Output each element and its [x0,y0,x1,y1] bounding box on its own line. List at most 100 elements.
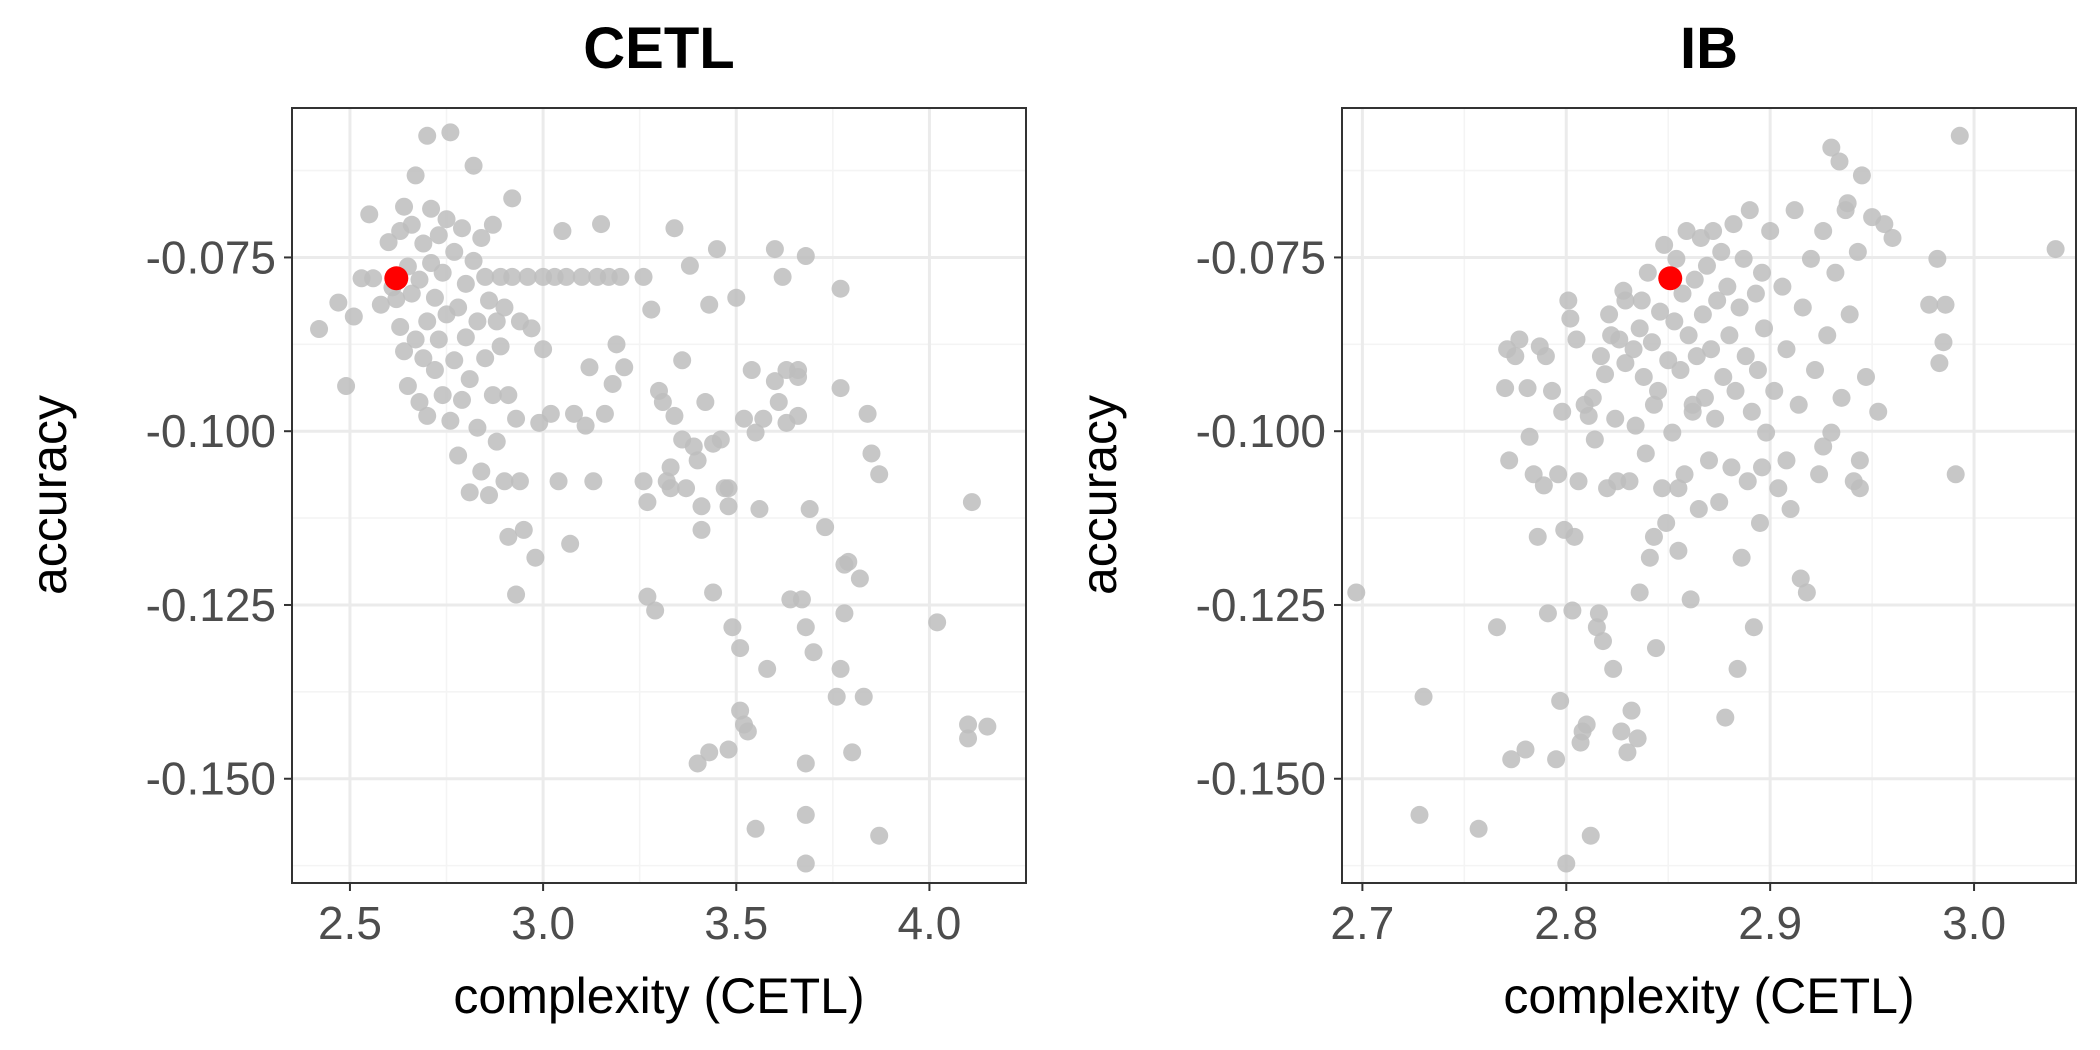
scatter-point [1946,465,1965,484]
scatter-point [476,267,495,286]
scatter-point [534,340,553,359]
scatter-point [870,465,889,484]
scatter-point [1646,639,1665,658]
scatter-point [719,497,738,516]
scatter-point [1748,361,1767,380]
scatter-point [445,242,464,261]
scatter-point [1710,493,1729,512]
scatter-point [1657,513,1676,532]
scatter-point [452,219,471,238]
scatter-point [1587,618,1606,637]
scatter-point [800,500,819,519]
scatter-point [1620,472,1639,491]
scatter-point [1685,270,1704,289]
scatter-point [1518,379,1537,398]
scatter-point [607,335,626,354]
scatter-point [460,483,479,502]
scatter-point [398,377,417,396]
scatter-point [1543,381,1562,400]
scatter-point [514,520,533,539]
scatter-point [480,291,499,310]
panel-border-cetl [291,107,1027,884]
scatter-point [1928,249,1947,268]
scatter-point [1669,479,1688,498]
scatter-point [603,374,622,393]
scatter-point [723,618,742,637]
scatter-point [1728,659,1747,678]
scatter-point [425,288,444,307]
scatter-point [1722,458,1741,477]
x-axis-title-cetl: complexity (CETL) [453,968,864,1024]
scatter-point [561,534,580,553]
y-axis-title-cetl: accuracy [21,395,77,595]
scatter-point [595,404,614,423]
scatter-point [831,379,850,398]
scatter-point [1585,430,1604,449]
scatter-point [1797,583,1816,602]
chart-ib: IB 2.7 2.8 2.9 3.0-0.075-0.100-0.125-0.150 … [1071,16,2077,1024]
scatter-point [1559,291,1578,310]
scatter-point [1708,291,1727,310]
scatter-point [452,390,471,409]
scatter-point [592,215,611,234]
scatter-point [673,430,692,449]
scatter-point [406,330,425,349]
scatter-point [796,805,815,824]
scatter-point [665,219,684,238]
scatter-point [734,409,753,428]
scatter-point [1810,465,1829,484]
scatter-point [1677,222,1696,241]
scatter-point [1624,340,1643,359]
scatter-point [1755,319,1774,338]
y-tick-label: -0.075 [146,231,276,283]
scatter-point [2046,240,2065,259]
scatter-point [1736,347,1755,366]
scatter-point [978,717,997,736]
scatter-point [719,740,738,759]
scatter-point [1673,284,1692,303]
scatter-point [688,451,707,470]
scatter-point [827,687,846,706]
scatter-point [576,416,595,435]
scatter-point [549,472,568,491]
x-tick-label: 2.8 [1534,897,1598,949]
scatter-point [1612,722,1631,741]
scatter-point [553,222,572,241]
scatter-point [1757,423,1776,442]
scatter-point [441,123,460,142]
scatter-point [1718,277,1737,296]
scatter-point [1638,263,1657,282]
scatter-point [507,409,526,428]
scatter-point [1510,330,1529,349]
scatter-point [1814,437,1833,456]
scatter-point [1769,479,1788,498]
scatter-point [1830,152,1849,171]
scatter-point [1536,347,1555,366]
scatter-point [410,393,429,412]
scatter-point [1850,451,1869,470]
scatter-point [480,486,499,505]
scatter-point [1577,715,1596,734]
scatter-point [688,754,707,773]
scatter-point [1869,402,1888,421]
scatter-point [441,411,460,430]
scatter-point [487,432,506,451]
scatter-point [1726,381,1745,400]
scatter-point [1567,330,1586,349]
scatter-point [418,126,437,145]
scatter-point [402,284,421,303]
scatter-point [928,613,947,632]
scatter-point [731,639,750,658]
scatter-point [680,256,699,275]
scatter-point [495,472,514,491]
scatter-point [1626,416,1645,435]
scatter-point [1547,750,1566,769]
scatter-point [1832,388,1851,407]
scatter-point [870,826,889,845]
scatter-point [789,406,808,425]
scatter-point [1583,388,1602,407]
x-tick-label: 2.9 [1738,897,1802,949]
scatter-point [395,342,414,361]
scatter-point [572,267,591,286]
